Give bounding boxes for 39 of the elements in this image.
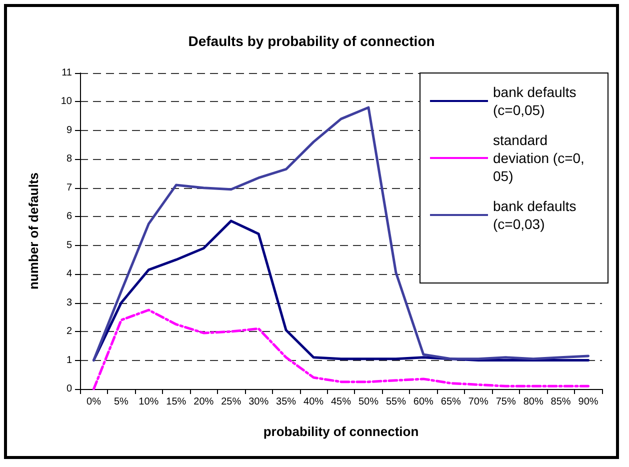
x-tick-label: 50% — [358, 396, 379, 408]
x-tick-label: 65% — [440, 396, 462, 408]
y-tick-label: 6 — [66, 211, 72, 222]
y-tick-label: 3 — [66, 297, 72, 308]
x-tick-label: 25% — [221, 396, 242, 408]
legend-label: bank defaults (c=0,03) — [493, 198, 580, 232]
x-tick-label: 0% — [86, 396, 102, 408]
x-tick-label: 20% — [194, 396, 214, 408]
y-tick-label: 2 — [66, 326, 72, 338]
x-tick-label: 40% — [304, 396, 324, 408]
y-tick-label: 10 — [60, 96, 72, 108]
x-tick-label: 35% — [276, 396, 296, 408]
y-tick-label: 1 — [66, 354, 72, 366]
x-tick-label: 90% — [578, 396, 598, 408]
x-tick-label: 70% — [468, 396, 488, 408]
x-tick-label: 60% — [413, 396, 434, 408]
x-tick-label: 5% — [114, 396, 129, 408]
y-axis-title: number of defaults — [26, 172, 41, 290]
line-series — [92, 106, 590, 362]
legend-label: standard deviation (c=0,05) — [493, 132, 584, 184]
y-tick-label: 9 — [66, 124, 72, 136]
line-series — [92, 308, 590, 390]
x-tick-label: 75% — [496, 396, 516, 408]
y-tick-label: 7 — [66, 182, 72, 194]
y-tick-label: 0 — [66, 384, 72, 394]
x-axis-title: probability of connection — [263, 424, 419, 439]
x-tick-label: 80% — [523, 396, 544, 408]
chart-title: Defaults by probability of connection — [188, 33, 435, 49]
y-tick-label: 4 — [66, 268, 72, 280]
legend-label: bank defaults (c=0,05) — [493, 84, 580, 118]
y-tick-label: 11 — [62, 68, 72, 78]
y-tick-label: 5 — [66, 240, 72, 251]
x-tick-label: 45% — [330, 396, 352, 408]
y-tick-label: 8 — [66, 154, 72, 165]
x-tick-label: 15% — [166, 396, 186, 408]
x-tick-label: 55% — [386, 396, 406, 408]
x-tick-label: 85% — [550, 396, 571, 408]
x-tick-label: 30% — [248, 396, 269, 408]
x-tick-label: 10% — [138, 396, 159, 408]
